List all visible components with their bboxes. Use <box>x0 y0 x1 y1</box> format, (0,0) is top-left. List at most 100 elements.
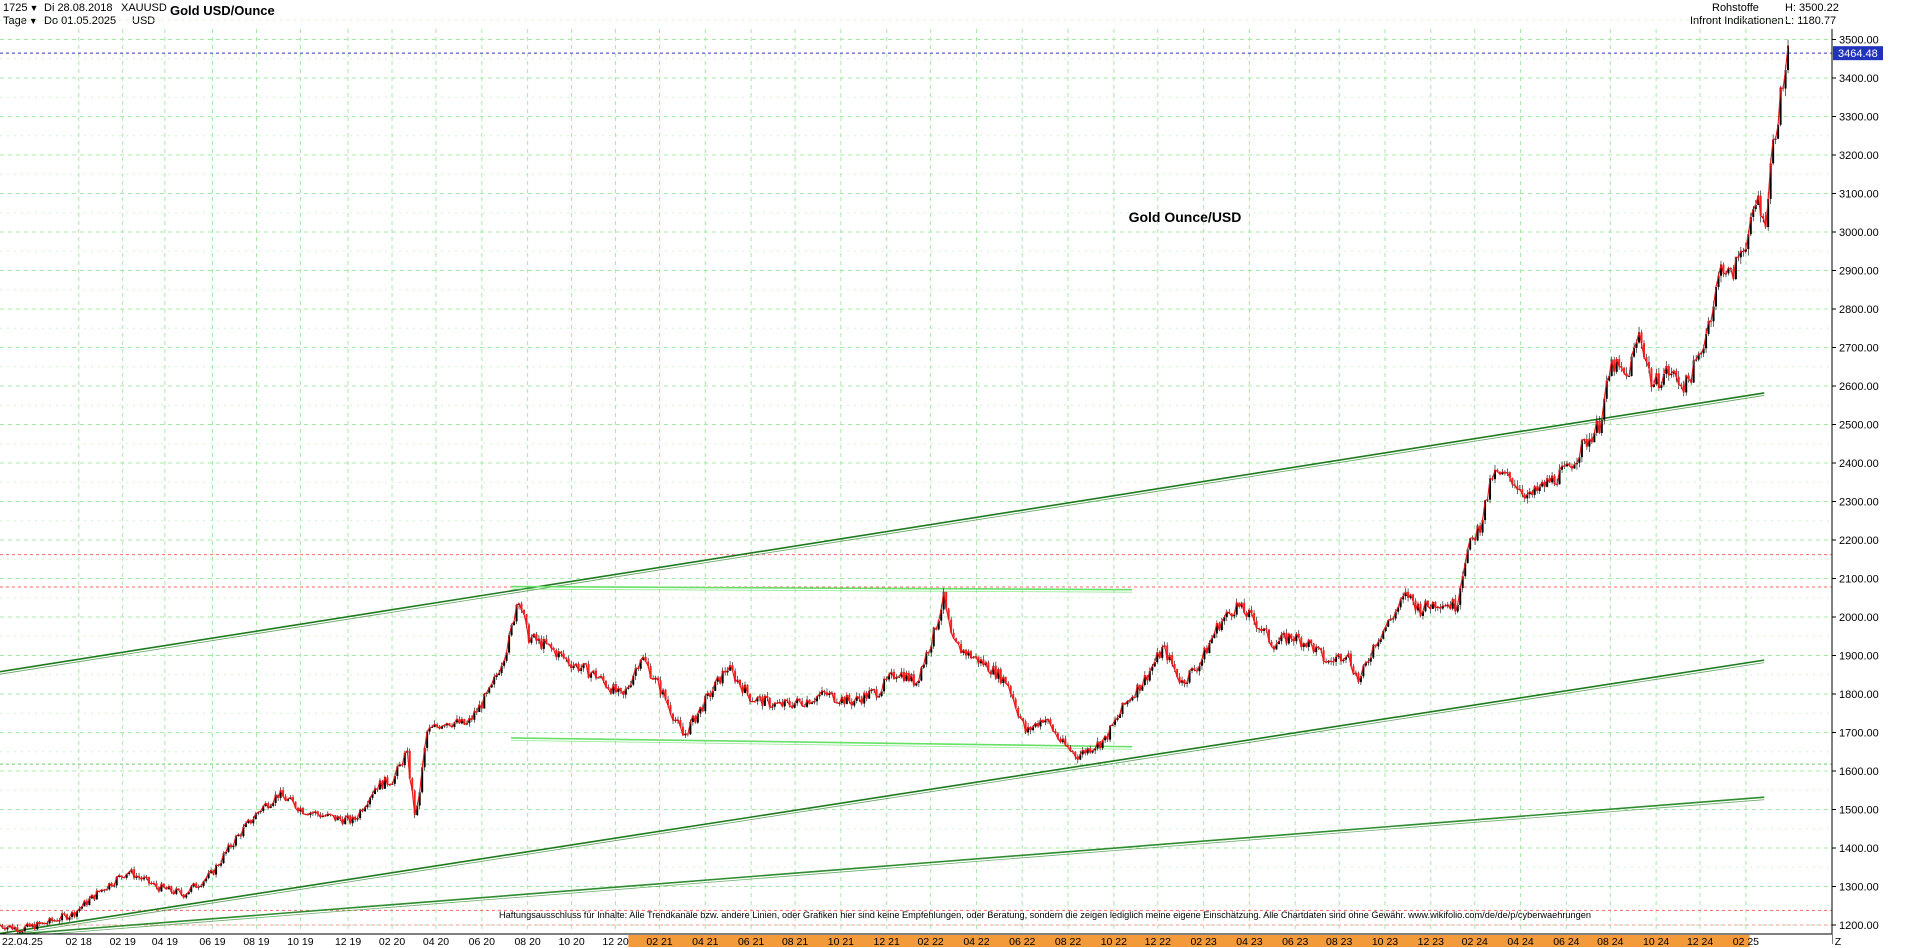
candle-body <box>1697 354 1700 360</box>
x-tick-label: 10 24 <box>1643 936 1669 948</box>
candle-body <box>1320 647 1323 651</box>
candle-body <box>709 692 712 698</box>
x-tick-label: 08 23 <box>1326 936 1352 948</box>
candle-body <box>632 675 635 685</box>
candle-body <box>68 917 71 920</box>
candle-body <box>684 733 687 736</box>
candle-body <box>441 726 444 729</box>
candle-body <box>1352 666 1355 675</box>
candle-body <box>408 750 411 779</box>
candle-body <box>1215 623 1218 634</box>
start-date: Di 28.08.2018 <box>44 2 113 14</box>
candle-body <box>719 676 722 684</box>
candle-body <box>1523 494 1526 499</box>
candle-body <box>1079 754 1082 760</box>
candle-body <box>513 621 516 626</box>
candle-body <box>224 851 227 854</box>
candle-body <box>366 804 369 808</box>
candle-body <box>155 883 158 888</box>
x-tick-label: 10 22 <box>1101 936 1127 948</box>
candle-body <box>590 673 593 678</box>
candle-body <box>473 711 476 720</box>
y-tick-label: 3100.00 <box>1839 189 1879 201</box>
x-tick-label: 02 22 <box>918 936 944 948</box>
candle-body <box>1635 342 1638 348</box>
candle-body <box>426 731 429 748</box>
candle-body <box>1327 660 1330 663</box>
candle-body <box>622 690 625 695</box>
x-tick-label: 08 24 <box>1597 936 1623 948</box>
candle-body <box>1131 696 1134 701</box>
candle-body <box>1220 621 1223 631</box>
candle-body <box>279 790 282 798</box>
candle-body <box>520 603 523 611</box>
candle-body <box>865 692 868 699</box>
candle-body <box>1762 215 1765 219</box>
candle-body <box>1566 463 1569 467</box>
period-selector[interactable]: Tage ▼ <box>3 15 38 27</box>
candle-body <box>515 604 518 622</box>
candle-body <box>801 701 804 706</box>
candle-body <box>1705 333 1708 349</box>
y-tick-label: 2800.00 <box>1839 304 1879 316</box>
y-tick-label: 2900.00 <box>1839 266 1879 278</box>
candle-body <box>634 667 637 676</box>
last-price-box <box>1833 46 1883 61</box>
candle-body <box>1558 469 1561 485</box>
candle-body <box>1729 267 1732 270</box>
candle-body <box>381 780 384 789</box>
candle-body <box>143 877 146 880</box>
candle-body <box>339 816 342 819</box>
candle-body <box>167 886 170 890</box>
x-tick-label: 04 20 <box>423 936 449 948</box>
candle-body <box>16 927 19 932</box>
count-selector[interactable]: 1725 ▼ <box>3 2 39 14</box>
candle-body <box>1638 332 1641 343</box>
y-tick-label: 1200.00 <box>1839 920 1879 932</box>
y-tick-label: 3300.00 <box>1839 112 1879 124</box>
candle-body <box>1171 654 1174 665</box>
candle-body <box>711 690 714 698</box>
category-label: Rohstoffe <box>1712 2 1759 14</box>
candle-body <box>567 658 570 664</box>
candle-body <box>1434 601 1437 608</box>
candle-body <box>1687 375 1690 379</box>
x-tick-label: 06 20 <box>469 936 495 948</box>
candle-body <box>1245 612 1248 618</box>
candle-body <box>6 927 9 930</box>
candle-body <box>1119 713 1122 718</box>
candle-body <box>766 695 769 699</box>
candle-body <box>182 894 185 898</box>
candle-body <box>905 672 908 681</box>
x-tick-label: 12 20 <box>602 936 628 948</box>
candle-body <box>125 874 128 878</box>
candle-body <box>1402 596 1405 600</box>
candle-body <box>1007 683 1010 686</box>
candle-body <box>93 894 96 900</box>
candle-body <box>157 887 160 892</box>
candle-body <box>1121 703 1124 714</box>
candle-body <box>1595 420 1598 433</box>
candle-body <box>1268 629 1271 642</box>
candle-body <box>1148 670 1151 681</box>
candle-body <box>237 834 240 837</box>
candle-body <box>1168 654 1171 661</box>
candle-body <box>1024 721 1027 733</box>
candle-body <box>595 670 598 678</box>
candle-body <box>1610 359 1613 377</box>
candle-body <box>264 803 267 807</box>
candle-body <box>1469 538 1472 550</box>
candle-body <box>818 694 821 697</box>
candle-body <box>1146 675 1149 681</box>
candle-body <box>761 696 764 706</box>
candle-body <box>577 663 580 671</box>
dropdown-arrow-icon: ▼ <box>28 16 38 26</box>
candle-body <box>436 724 439 727</box>
candle-body <box>26 923 29 927</box>
horizontal-levels <box>0 52 1832 926</box>
candle-body <box>1717 275 1720 287</box>
candle-body <box>540 638 543 649</box>
candle-body <box>1608 376 1611 381</box>
x-tick-label: 06 19 <box>199 936 225 948</box>
